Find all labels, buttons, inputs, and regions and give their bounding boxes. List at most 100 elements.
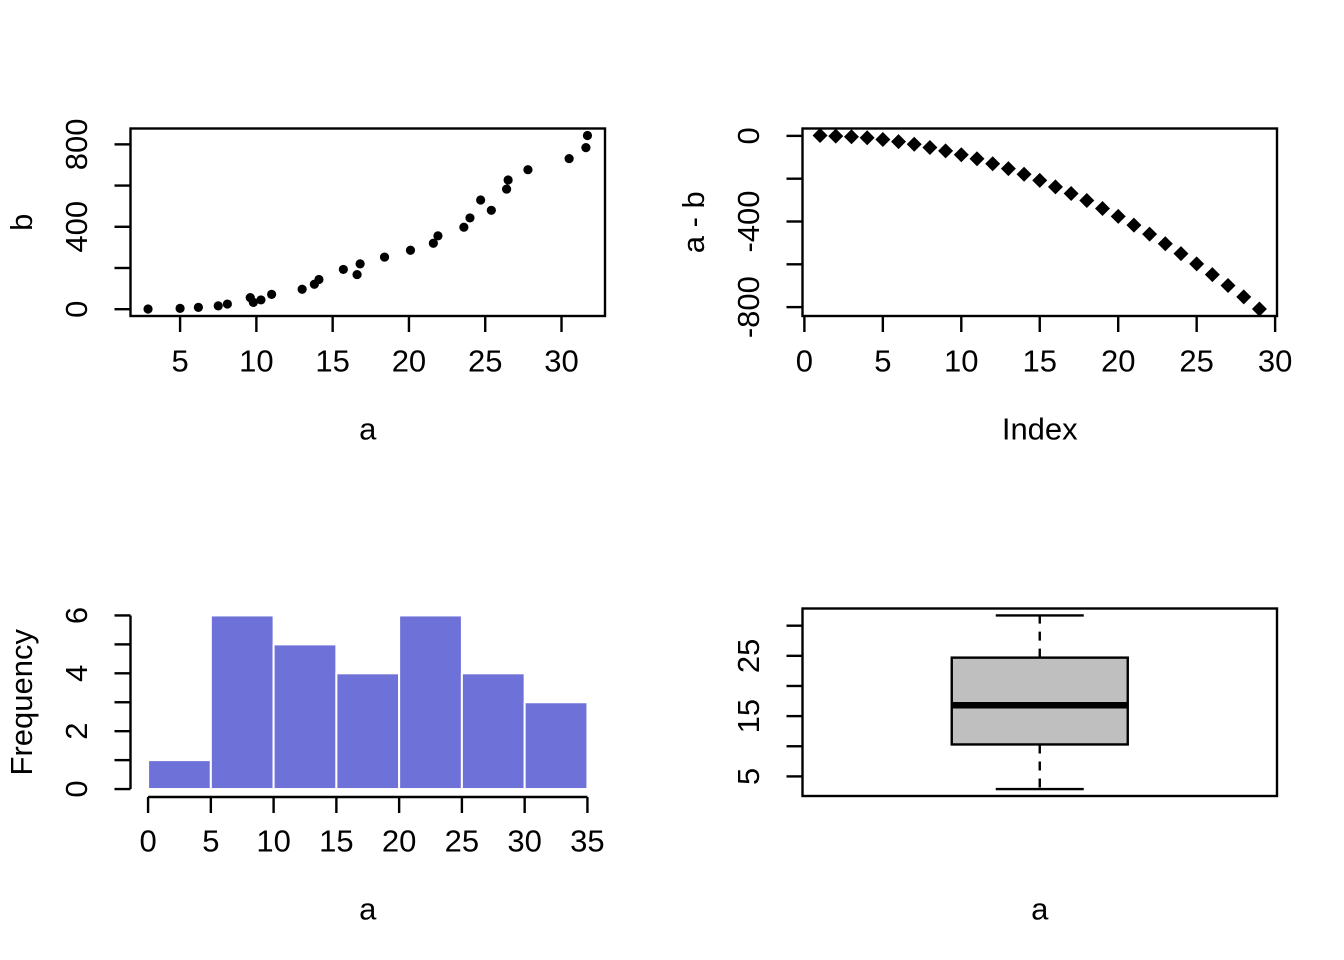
x-tick-label: 5	[874, 344, 891, 379]
data-point	[953, 147, 969, 163]
data-point	[267, 289, 277, 299]
x-tick-label: 5	[202, 824, 219, 859]
data-point	[193, 302, 203, 312]
x-axis-title: a	[359, 892, 377, 927]
plot-frame	[129, 127, 607, 318]
chart-histogram-a: 0 2 4 6 0 5 10 15 20 25 30 35 a Frequency	[4, 607, 605, 927]
data-point	[922, 139, 938, 155]
data-point	[213, 301, 223, 311]
data-point	[875, 132, 891, 148]
y-tick-label: 400	[59, 201, 94, 253]
data-point	[355, 259, 365, 269]
data-point	[297, 284, 307, 294]
x-axis-title: Index	[1002, 412, 1078, 447]
data-point	[523, 165, 533, 175]
panel-scatter-a-minus-b-vs-index: 0 5 10 15 20 25 30 0 -400 -800 Index a - b	[672, 0, 1344, 480]
data-point	[1063, 185, 1079, 201]
data-point	[812, 127, 828, 143]
y-tick-label: 0	[59, 301, 94, 318]
y-axis-title: b	[4, 214, 39, 231]
x-tick-label: 10	[256, 824, 290, 859]
data-point	[143, 304, 153, 314]
histogram-bar	[272, 643, 338, 791]
x-tick-label: 0	[796, 344, 813, 379]
data-point	[828, 128, 844, 144]
x-tick-label: 25	[445, 824, 479, 859]
panel-histogram-a: 0 2 4 6 0 5 10 15 20 25 30 35 a Frequency	[0, 480, 672, 960]
data-point	[433, 231, 443, 241]
plot-frame	[801, 607, 1279, 798]
data-point	[1251, 301, 1267, 317]
data-point	[843, 129, 859, 145]
x-tick-label: 0	[139, 824, 156, 859]
histogram-bar	[209, 614, 275, 791]
data-point	[969, 151, 985, 167]
y-tick-label: 4	[59, 665, 94, 682]
chart-boxplot-a: 5 15 25 a	[731, 607, 1279, 927]
data-point	[564, 153, 574, 164]
x-tick-label: 15	[315, 344, 349, 379]
y-axis-title: a - b	[676, 191, 711, 253]
x-tick-label: 35	[570, 824, 604, 859]
x-axis-title: a	[1031, 892, 1049, 927]
x-tick-label: 5	[171, 344, 188, 379]
data-point	[938, 143, 954, 159]
data-point	[248, 297, 258, 308]
x-tick-label: 30	[507, 824, 541, 859]
data-point	[501, 184, 512, 194]
data-point	[906, 136, 922, 152]
data-point	[1236, 289, 1252, 305]
data-point	[581, 143, 591, 153]
data-point	[985, 156, 1001, 172]
data-point	[1126, 217, 1142, 233]
histogram-bar	[523, 701, 589, 791]
histogram-bar	[398, 614, 463, 791]
data-point	[428, 238, 438, 248]
y-tick-label: 5	[731, 768, 766, 785]
y-axis-title: Frequency	[4, 629, 39, 776]
data-point	[859, 130, 875, 146]
data-point	[379, 252, 390, 262]
data-point	[1016, 166, 1032, 182]
x-tick-label: 30	[544, 344, 578, 379]
y-tick-label: -400	[731, 190, 766, 252]
data-point	[1220, 277, 1236, 293]
histogram-bar	[460, 672, 526, 791]
data-point	[405, 245, 416, 255]
data-point	[582, 130, 593, 141]
histogram-bar	[335, 672, 401, 791]
y-tick-label: 0	[59, 780, 94, 797]
x-tick-label: 20	[392, 344, 426, 379]
y-tick-label: 25	[731, 639, 766, 673]
y-tick-label: 6	[59, 607, 94, 624]
data-point	[1157, 236, 1173, 252]
histogram-bar	[147, 759, 212, 791]
x-tick-label: 20	[382, 824, 416, 859]
chart-scatter-a-minus-b-vs-index: 0 5 10 15 20 25 30 0 -400 -800 Index a - b	[676, 127, 1292, 447]
panel-scatter-b-vs-a: 5 10 15 20 25 30 0 400 800 a b	[0, 0, 672, 480]
data-point	[256, 295, 266, 305]
data-point	[459, 222, 469, 232]
data-point	[1173, 246, 1189, 262]
plot-frame	[801, 127, 1279, 318]
data-point	[1079, 193, 1095, 209]
x-tick-label: 10	[944, 344, 978, 379]
data-point	[1095, 200, 1111, 216]
data-point	[465, 213, 475, 223]
data-point	[1000, 161, 1016, 177]
x-tick-label: 20	[1101, 344, 1135, 379]
x-tick-label: 15	[319, 824, 353, 859]
data-point	[1047, 179, 1063, 195]
data-point	[352, 269, 362, 280]
x-tick-label: 25	[1179, 344, 1213, 379]
data-point	[175, 303, 185, 313]
x-tick-label: 25	[468, 344, 502, 379]
y-tick-label: 800	[59, 118, 94, 170]
y-tick-label: 2	[59, 723, 94, 740]
data-point	[222, 299, 232, 309]
data-point	[1032, 172, 1048, 188]
data-point	[1110, 208, 1126, 224]
x-axis-title: a	[359, 412, 377, 447]
